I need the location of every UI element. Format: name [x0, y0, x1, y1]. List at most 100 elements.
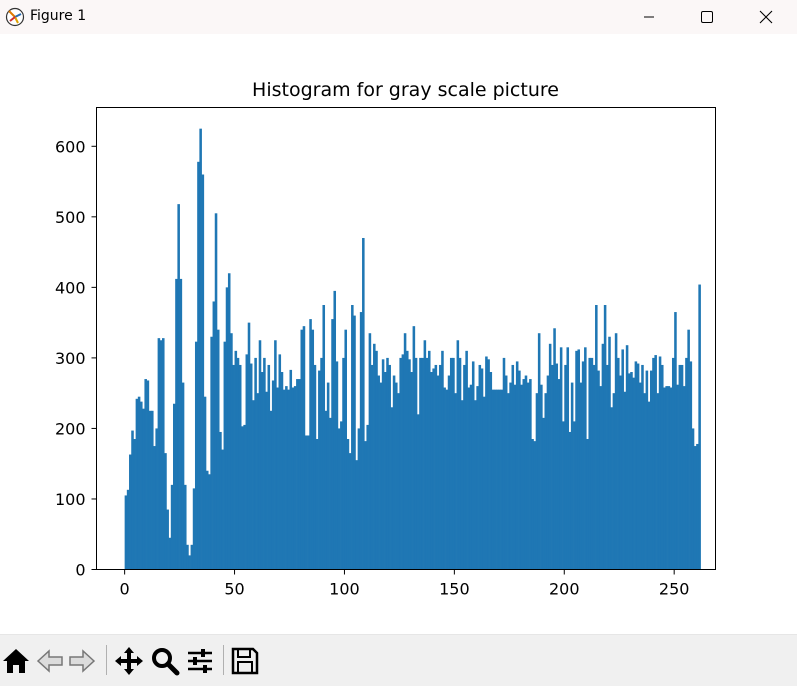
histogram-bar	[403, 333, 407, 570]
histogram-bar	[482, 396, 486, 570]
histogram-bar	[307, 435, 310, 570]
histogram-bar	[546, 375, 550, 570]
pan-button[interactable]	[113, 645, 145, 677]
histogram-bar	[447, 375, 451, 570]
histogram-bar	[326, 382, 330, 570]
histogram-bar	[324, 410, 328, 570]
histogram-bar	[614, 333, 618, 570]
histogram-bar	[537, 333, 541, 570]
histogram-bar	[500, 389, 504, 570]
histogram-bar	[183, 484, 187, 570]
histogram-bar	[555, 363, 559, 570]
histogram-bar	[271, 380, 275, 570]
close-button[interactable]	[743, 0, 789, 34]
forward-button[interactable]	[66, 645, 98, 677]
histogram-bar	[641, 364, 644, 570]
maximize-button[interactable]	[684, 0, 730, 34]
histogram-bar	[243, 424, 246, 570]
histogram-bar	[586, 439, 589, 570]
histogram-bar	[584, 347, 587, 570]
histogram-bar	[518, 370, 521, 570]
histogram-bar	[522, 379, 526, 570]
histogram-bar	[216, 329, 220, 570]
histogram-bar	[669, 387, 673, 570]
histogram-bar	[267, 364, 271, 570]
histogram-bar	[214, 213, 218, 570]
histogram-bar	[346, 439, 350, 570]
histogram-bar	[291, 387, 295, 570]
y-tick-label: 100	[55, 490, 86, 509]
histogram-bar	[416, 414, 420, 570]
histogram-bar	[570, 382, 574, 570]
histogram-bar	[190, 544, 194, 570]
histogram-bar	[397, 393, 400, 570]
zoom-icon	[152, 648, 180, 676]
histogram-bar	[493, 389, 497, 570]
maximize-icon	[701, 11, 713, 23]
histogram-bar	[502, 357, 506, 570]
histogram-bar	[531, 439, 534, 570]
histogram-bar	[449, 357, 453, 570]
histogram-bar	[667, 386, 671, 570]
histogram-bar	[513, 384, 517, 570]
histogram-bar	[197, 161, 200, 570]
histogram-bar	[157, 338, 161, 570]
histogram-bar	[322, 305, 326, 570]
configure-subplots-button[interactable]	[184, 645, 216, 677]
histogram-bar	[395, 382, 398, 570]
histogram-bar	[304, 435, 308, 570]
histogram-bar	[548, 343, 552, 570]
save-button[interactable]	[229, 645, 261, 677]
histogram-bar	[639, 382, 642, 570]
histogram-bar	[245, 354, 249, 570]
minimize-button[interactable]	[626, 0, 672, 34]
histogram-bar	[504, 375, 508, 570]
histogram-bar	[606, 364, 609, 570]
histogram-bar	[625, 345, 629, 570]
histogram-bar	[351, 305, 354, 570]
figure-canvas[interactable]: Histogram for gray scale picture 0 50 100 1…	[0, 34, 797, 634]
home-button[interactable]	[0, 645, 32, 677]
histogram-bar	[445, 389, 449, 570]
histogram-bar	[375, 350, 378, 570]
histogram-bar	[320, 357, 323, 570]
histogram-bar	[480, 368, 484, 570]
histogram-bar	[300, 329, 304, 570]
histogram-bar	[406, 350, 409, 570]
histogram-bar	[162, 338, 165, 570]
histogram-bar	[529, 379, 532, 570]
histogram-bar	[392, 375, 396, 570]
histogram-bar	[203, 396, 207, 570]
histogram-bar	[610, 407, 613, 570]
histogram-bar	[177, 204, 180, 570]
histogram-bar	[682, 386, 686, 570]
histogram-bar	[335, 361, 339, 570]
histogram-bar	[234, 350, 238, 570]
histogram-bar	[175, 278, 178, 570]
toolbar-separator	[223, 645, 224, 675]
window-titlebar: Figure 1	[0, 0, 797, 34]
histogram-bar	[573, 421, 576, 570]
save-icon	[231, 647, 259, 675]
histogram-bar	[526, 382, 530, 570]
histogram-bar	[199, 128, 202, 570]
histogram-bar	[399, 357, 402, 570]
histogram-bar	[390, 407, 394, 570]
histogram-bar	[577, 349, 581, 570]
histogram-bar	[359, 312, 363, 570]
zoom-button[interactable]	[149, 645, 181, 677]
histogram-bar	[632, 377, 635, 570]
histogram-bar	[474, 400, 477, 570]
histogram-bar	[131, 430, 134, 570]
histogram-bar	[599, 386, 602, 570]
histogram-bar	[168, 537, 172, 570]
histogram-bar	[219, 431, 222, 570]
y-tick-label: 500	[55, 208, 86, 227]
histogram-bar	[456, 340, 460, 570]
chart-title: Histogram for gray scale picture	[252, 79, 559, 101]
back-button[interactable]	[34, 645, 66, 677]
histogram-bar	[236, 357, 240, 570]
histogram-bar	[212, 301, 216, 570]
histogram-bar	[515, 361, 519, 570]
histogram-bar	[617, 357, 620, 570]
